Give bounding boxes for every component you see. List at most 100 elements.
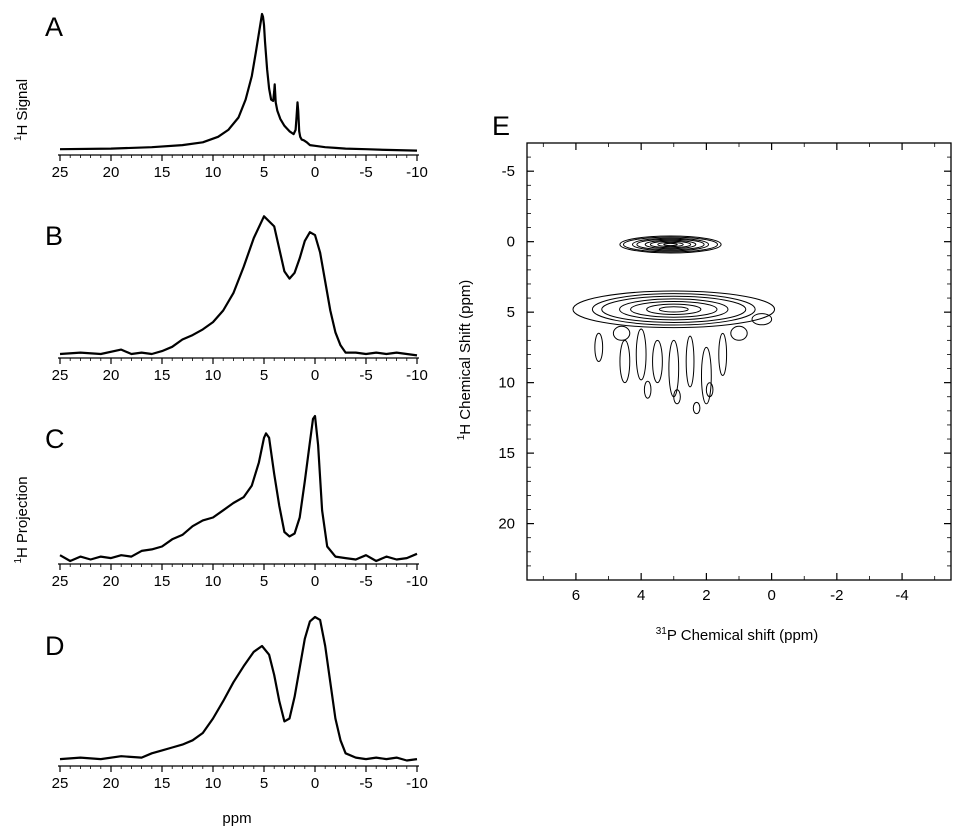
panel-b: B 25 20 15 10 5 0 -5 -10 — [45, 215, 428, 384]
panel-a-xtick-label: 25 — [52, 164, 69, 181]
panel-e-xtick-label: 2 — [702, 587, 710, 604]
panel-b-xtick-label: 25 — [52, 367, 69, 384]
panel-e-peak-1-contour — [636, 238, 705, 251]
panel-e-minor-contour — [751, 313, 773, 326]
panel-e-peak-2-contour — [646, 303, 702, 316]
panel-e-xtick-label: -2 — [830, 587, 843, 604]
signal-side-label-mass: 1 — [13, 135, 24, 141]
panel-c-xtick-label: 10 — [205, 573, 222, 590]
panel-c: C 25 20 15 10 5 0 -5 -10 — [45, 414, 428, 590]
panel-e-minor-contour — [612, 325, 631, 341]
panel-c-xtick-label: 25 — [52, 573, 69, 590]
panel-e-peak-2-contour — [630, 300, 718, 318]
panel-b-xtick-label: -5 — [359, 367, 372, 384]
panel-b-xtick-label: 20 — [103, 367, 120, 384]
panel-c-letter: C — [45, 424, 65, 454]
panel-e-frame — [526, 142, 952, 581]
panel-e: E 31P Chemical shift (ppm) 1H Chemical S… — [456, 111, 952, 644]
panel-d-xtick-label: 25 — [52, 775, 69, 792]
panel-d-xtick-label: 15 — [154, 775, 171, 792]
panel-e-peak-1-contour — [663, 242, 678, 247]
panel-e-letter: E — [492, 111, 510, 141]
panel-c-xtick-label: 5 — [260, 573, 268, 590]
projection-side-label-mass: 1 — [13, 558, 24, 564]
panel-e-xtick-label: 0 — [767, 587, 775, 604]
svg-text:1HSignal: 1H Signal — [13, 79, 31, 141]
projection-side-label: 1H Projection — [13, 476, 31, 563]
panel-e-ylabel: 1H Chemical Shift (ppm) — [456, 280, 474, 441]
panel-a-xtick-label: 10 — [205, 164, 222, 181]
panel-d-xtick-label: 0 — [311, 775, 319, 792]
panel-a-xtick-label: 15 — [154, 164, 171, 181]
signal-side-label-symbol: H — [14, 125, 31, 136]
panel-e-peak-2-contour — [658, 306, 689, 313]
panel-b-xtick-label: 5 — [260, 367, 268, 384]
panel-e-minor-contour — [718, 332, 728, 377]
panel-e-ytick-label: 5 — [507, 304, 515, 321]
panel-e-ytick-label: 0 — [507, 234, 515, 251]
svg-text:1HProjection: 1H Projection — [13, 476, 31, 563]
panel-d-spectrum-line — [59, 615, 418, 762]
panel-c-spectrum-line — [59, 414, 418, 563]
projection-side-label-symbol: H — [14, 547, 31, 558]
panel-a-spectrum-line — [59, 12, 418, 152]
panel-b-xtick-label: 10 — [205, 367, 222, 384]
panel-e-peak-1-contour — [644, 239, 697, 250]
panel-a-letter: A — [45, 12, 63, 42]
panel-e-minor-contour — [705, 382, 714, 398]
panel-b-spectrum-line — [59, 215, 418, 357]
panel-e-minor-contour — [594, 332, 604, 363]
panel-a-xtick-label: 5 — [260, 164, 268, 181]
panel-e-minor-contour — [635, 328, 647, 381]
panel-d-letter: D — [45, 631, 65, 661]
projection-side-label-text: Projection — [14, 476, 31, 543]
panel-e-minor-contour — [652, 339, 663, 384]
panel-e-peak-2-contour — [601, 295, 747, 323]
panel-e-peak-2-contour — [591, 293, 756, 326]
panel-e-xtick-label: -4 — [895, 587, 908, 604]
panel-a-xtick-label: -5 — [359, 164, 372, 181]
panel-c-xtick-label: -5 — [359, 573, 372, 590]
panel-a: A 25 20 15 10 5 0 -5 -10 — [45, 12, 428, 181]
panel-e-minor-contour — [673, 389, 681, 405]
panel-e-ytick-label: -5 — [502, 163, 515, 180]
panel-e-ytick-label: 20 — [498, 516, 515, 533]
panel-a-xtick-label: -10 — [406, 164, 428, 181]
panel-e-xtick-label: 4 — [637, 587, 645, 604]
panel-e-xtick-label: 6 — [572, 587, 580, 604]
panel-e-xlabel-mass: 31 — [656, 626, 668, 637]
panel-d-xlabel: ppm — [222, 810, 251, 827]
panel-e-peak-1-contour — [632, 237, 710, 252]
panel-e-minor-contour — [643, 380, 652, 399]
panel-c-xtick-label: -10 — [406, 573, 428, 590]
panel-c-xtick-label: 0 — [311, 573, 319, 590]
signal-side-label-text: Signal — [14, 79, 31, 121]
signal-side-label: 1H Signal — [13, 79, 31, 141]
panel-c-xtick-label: 15 — [154, 573, 171, 590]
panel-a-xtick-label: 20 — [103, 164, 120, 181]
panel-e-minor-contour — [619, 339, 631, 384]
panel-c-xtick-label: 20 — [103, 573, 120, 590]
panel-e-xlabel: 31P Chemical shift (ppm) — [656, 626, 819, 644]
panel-e-ytick-label: 10 — [498, 375, 515, 392]
panel-e-minor-contour — [685, 335, 695, 388]
panel-e-minor-contour — [668, 339, 680, 398]
panel-e-peak-1-contour — [657, 241, 684, 248]
panel-e-minor-contour — [692, 401, 701, 415]
panel-e-peak-1-contour — [619, 235, 722, 254]
panel-e-minor-contour — [730, 325, 748, 341]
panel-d-xtick-label: -5 — [359, 775, 372, 792]
panel-e-ytick-label: 15 — [498, 445, 515, 462]
panel-d: D ppm 25 20 15 10 5 0 -5 -10 — [45, 615, 428, 827]
panel-e-ylabel-rest: H Chemical Shift (ppm) — [457, 280, 474, 435]
panel-e-minor-contour — [700, 346, 712, 405]
panel-b-xtick-label: 15 — [154, 367, 171, 384]
panel-d-xtick-label: -10 — [406, 775, 428, 792]
panel-a-xtick-label: 0 — [311, 164, 319, 181]
panel-d-xtick-label: 20 — [103, 775, 120, 792]
panel-d-xtick-label: 5 — [260, 775, 268, 792]
panel-e-peak-2-contour — [572, 290, 776, 329]
panel-e-ylabel-wrap: 1H Chemical Shift (ppm) — [456, 280, 474, 441]
panel-d-xtick-label: 10 — [205, 775, 222, 792]
